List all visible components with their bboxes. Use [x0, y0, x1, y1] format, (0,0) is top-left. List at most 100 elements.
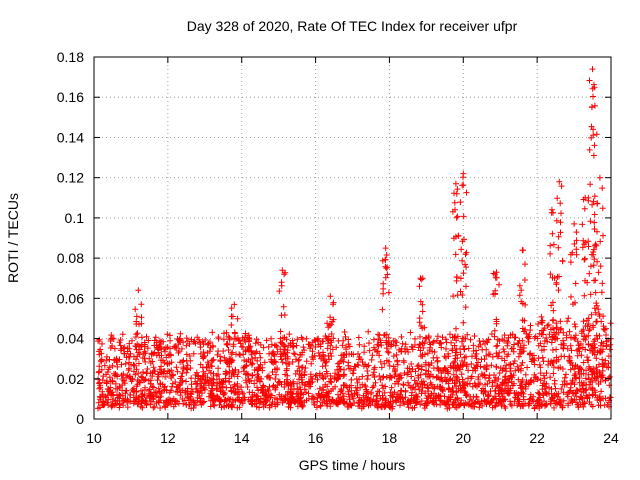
spike-point	[282, 346, 288, 353]
spike-point	[591, 226, 598, 232]
data-point	[227, 384, 234, 391]
data-point	[475, 343, 482, 350]
data-point	[429, 348, 436, 355]
data-point	[511, 390, 518, 396]
data-point	[355, 350, 361, 357]
data-point	[184, 388, 191, 395]
spike-point	[453, 274, 460, 280]
data-point	[241, 357, 248, 364]
data-point	[204, 341, 211, 348]
data-point	[208, 385, 215, 392]
data-point	[526, 400, 533, 406]
data-point	[338, 386, 345, 392]
data-point	[492, 393, 498, 400]
data-point	[133, 389, 140, 395]
data-point	[461, 379, 467, 386]
data-point	[274, 366, 281, 373]
data-point	[150, 404, 157, 411]
data-point	[176, 381, 183, 388]
data-point	[156, 366, 163, 373]
data-point	[263, 337, 270, 344]
data-point	[362, 383, 369, 390]
data-point	[505, 334, 512, 341]
spike-point	[582, 277, 588, 284]
data-point	[247, 359, 254, 366]
data-point	[243, 363, 249, 370]
data-point	[538, 319, 545, 326]
spike-point	[595, 269, 602, 276]
data-point	[295, 357, 302, 364]
data-point	[140, 369, 146, 376]
data-point	[520, 385, 527, 392]
data-point	[428, 360, 435, 366]
data-point	[299, 351, 305, 358]
data-point	[220, 391, 227, 398]
data-point	[603, 343, 610, 350]
data-point	[461, 402, 468, 409]
data-point	[109, 377, 116, 384]
data-point	[404, 365, 411, 372]
data-point	[447, 362, 454, 369]
spike-point	[462, 304, 469, 311]
data-point	[124, 404, 131, 411]
data-point	[222, 377, 229, 384]
spike-point	[463, 189, 470, 196]
data-point	[593, 375, 600, 382]
x-tick-label: 18	[382, 430, 398, 446]
data-point	[392, 365, 398, 372]
data-point	[400, 399, 407, 406]
data-point	[531, 371, 538, 378]
data-point	[501, 332, 508, 339]
data-point	[530, 378, 537, 385]
data-point	[425, 361, 432, 368]
data-point	[498, 355, 505, 362]
data-point	[166, 332, 173, 339]
data-point	[387, 398, 394, 405]
data-point	[197, 398, 204, 405]
data-point	[210, 370, 217, 377]
y-tick-label: 0.16	[57, 89, 84, 105]
data-point	[596, 394, 603, 401]
data-point	[447, 396, 454, 403]
data-point	[498, 402, 505, 409]
spike-point	[384, 271, 391, 278]
data-point	[472, 365, 479, 372]
spike-point	[553, 217, 560, 224]
data-point	[436, 393, 443, 400]
data-point	[478, 398, 485, 405]
data-point	[117, 392, 124, 399]
spike-point	[553, 320, 560, 327]
data-point	[309, 395, 316, 402]
spike-point	[457, 275, 464, 282]
spike-point	[276, 288, 283, 295]
data-point	[138, 373, 145, 380]
data-point	[312, 344, 319, 350]
spike-point	[418, 323, 424, 329]
data-point	[589, 403, 596, 410]
data-point	[402, 387, 409, 394]
data-point	[365, 362, 372, 369]
data-point	[568, 397, 575, 404]
spike-point	[492, 274, 499, 281]
data-point	[368, 356, 375, 363]
data-point	[127, 350, 134, 357]
spike-peak-point	[548, 206, 555, 213]
data-point	[390, 353, 397, 360]
data-point	[234, 373, 241, 380]
data-point	[215, 365, 222, 372]
spike-point	[597, 348, 604, 355]
data-point	[142, 376, 149, 383]
spike-point	[231, 335, 238, 342]
spike-point	[281, 271, 288, 278]
data-point	[117, 342, 124, 349]
data-point	[495, 384, 502, 391]
data-point	[142, 358, 149, 365]
data-point	[194, 381, 201, 388]
data-point	[357, 356, 364, 363]
data-point	[144, 366, 151, 372]
data-point	[544, 338, 551, 345]
spike-point	[521, 277, 528, 283]
data-point	[567, 366, 574, 373]
spike-point	[557, 229, 564, 236]
data-point	[375, 336, 382, 342]
